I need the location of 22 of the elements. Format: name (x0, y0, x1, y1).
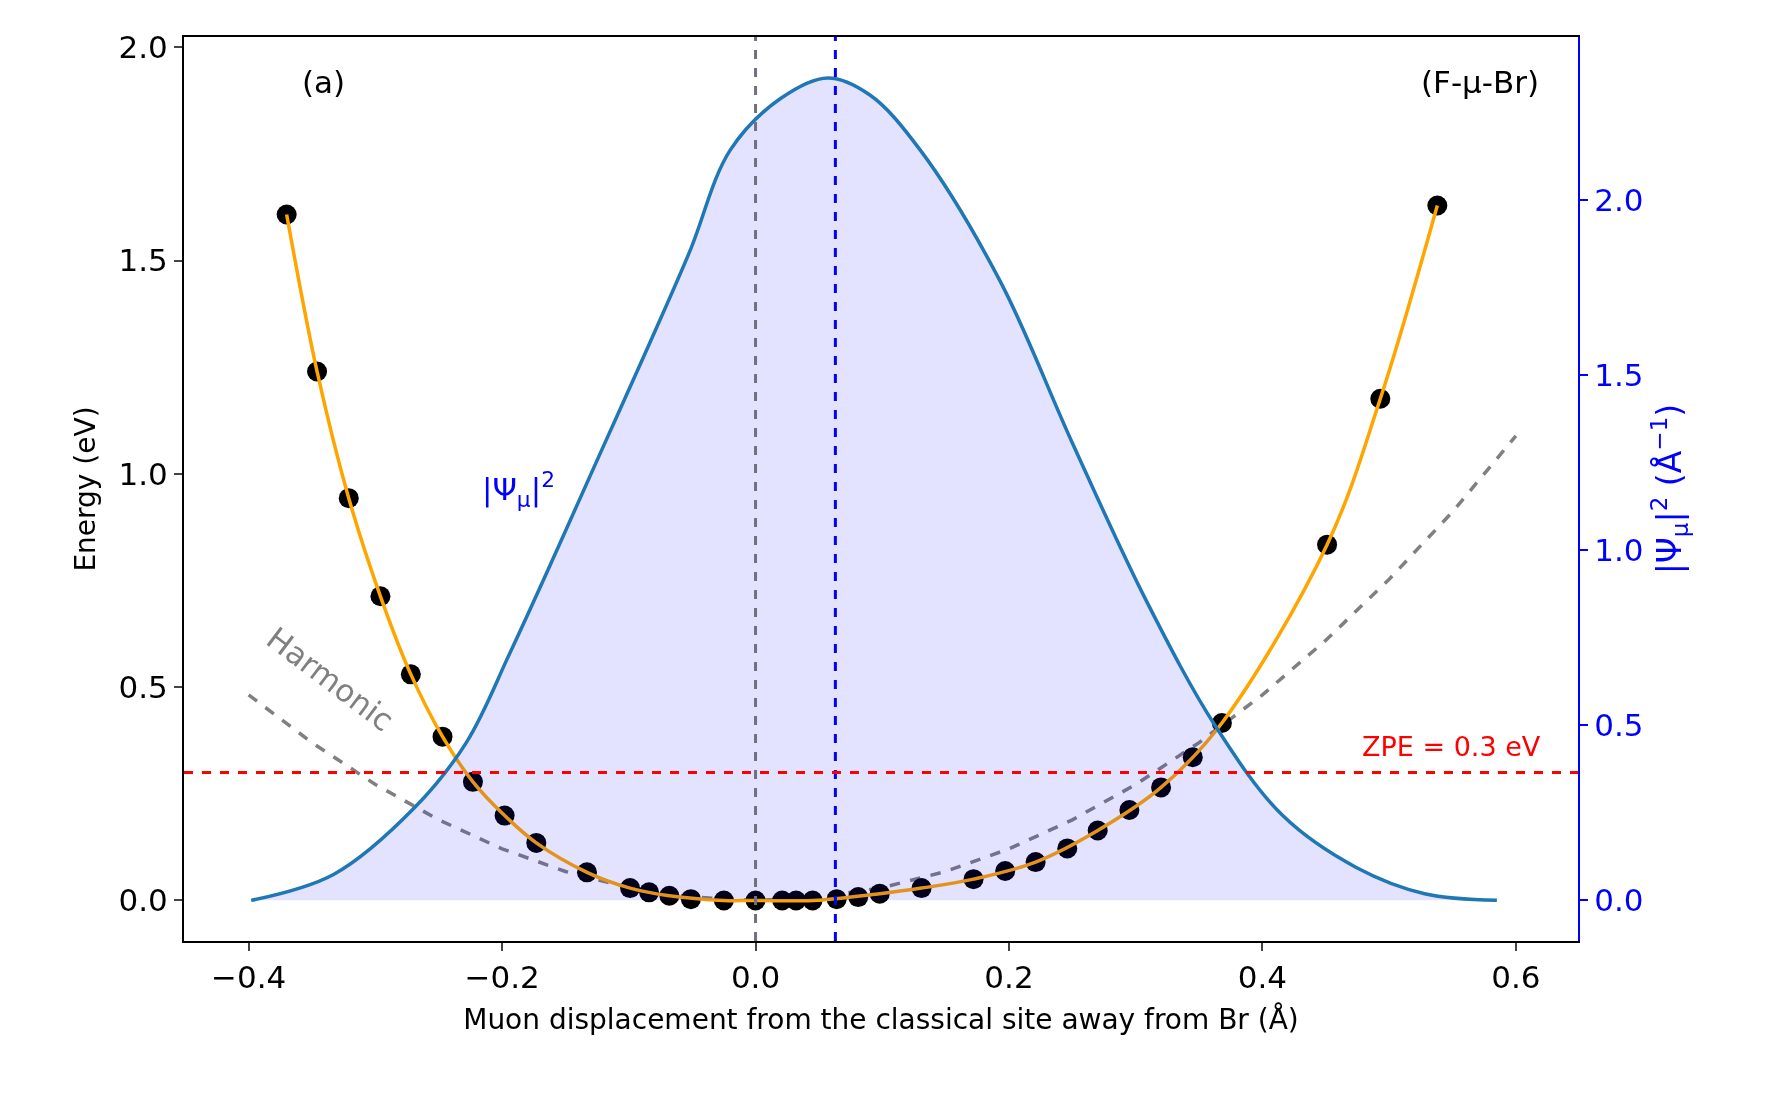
y2-tick-label: 1.0 (1594, 531, 1644, 568)
annotation: (F-μ-Br) (1421, 64, 1540, 100)
x-axis-title: Muon displacement from the classical site away from Br (Å) (463, 1001, 1299, 1036)
x-tick-label: 0.0 (730, 959, 781, 996)
y-axis-title: Energy (eV) (68, 406, 102, 572)
y-tick-label: 0.0 (118, 882, 168, 919)
x-tick-label: −0.2 (464, 959, 540, 996)
x-tick-label: 0.2 (984, 959, 1034, 996)
y-tick-label: 1.5 (118, 242, 168, 279)
ref-line-label: ZPE = 0.3 eV (1362, 731, 1541, 762)
y2-tick-label: 0.5 (1594, 707, 1644, 744)
y-tick-label: 2.0 (118, 29, 168, 66)
annotation: |Ψ$_{μ}$|$^{2}$ (482, 467, 555, 512)
x-tick-label: 0.6 (1491, 959, 1541, 996)
y-tick-label: 1.0 (118, 455, 168, 492)
annotation: (a) (302, 64, 346, 100)
y2-tick-label: 0.0 (1594, 882, 1644, 919)
x-tick-label: −0.4 (210, 959, 287, 996)
y-tick-label: 0.5 (118, 669, 168, 706)
y2-tick-label: 1.5 (1594, 356, 1644, 393)
y2-tick-label: 2.0 (1594, 181, 1644, 218)
x-tick-label: 0.4 (1237, 959, 1288, 996)
